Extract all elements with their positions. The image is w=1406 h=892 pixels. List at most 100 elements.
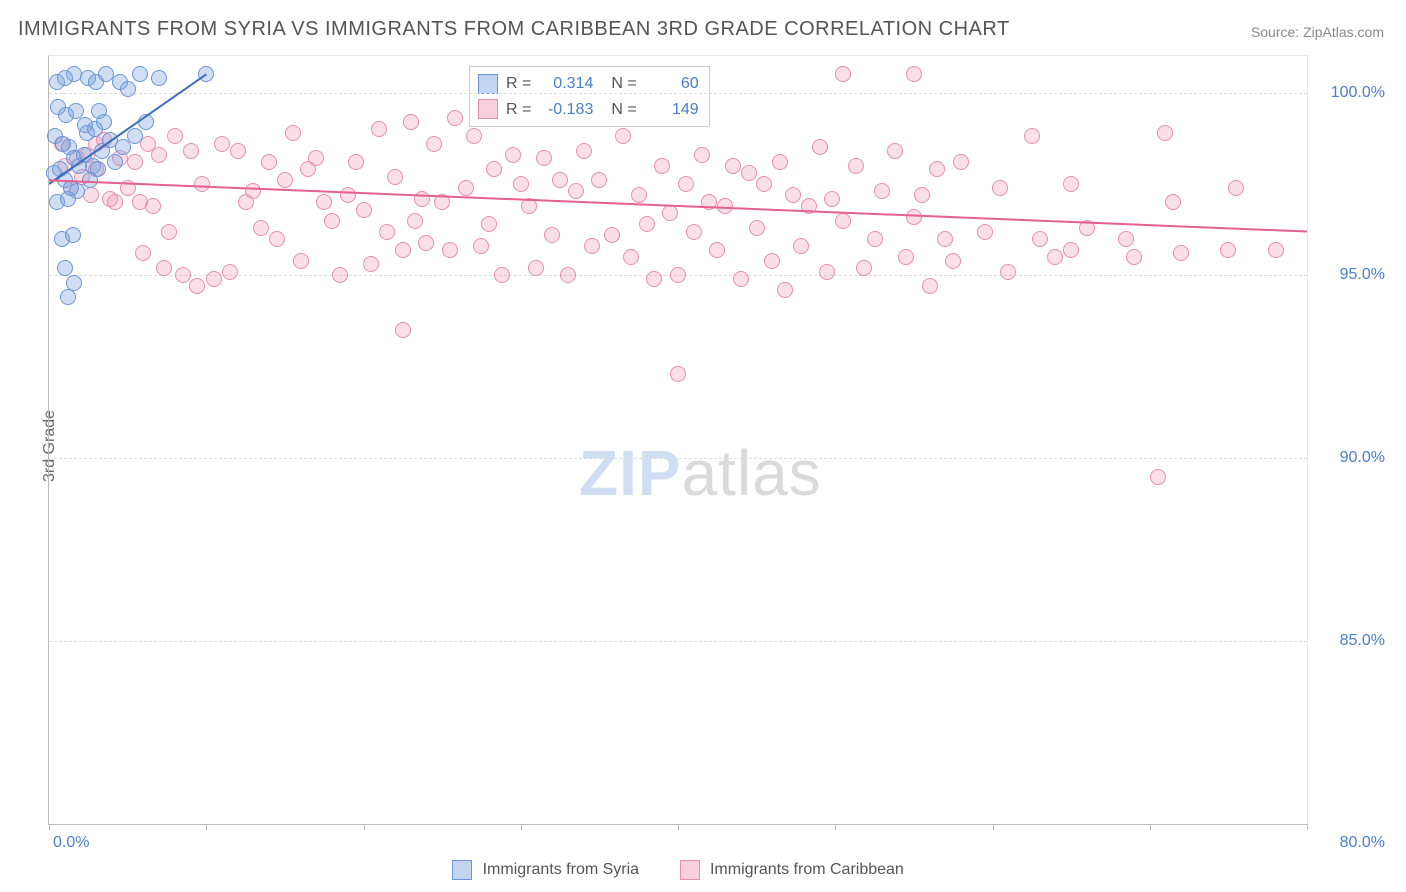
data-point — [340, 187, 356, 203]
data-point — [175, 267, 191, 283]
data-point — [856, 260, 872, 276]
data-point — [793, 238, 809, 254]
data-point — [107, 154, 123, 170]
legend: Immigrants from Syria Immigrants from Ca… — [48, 860, 1308, 880]
data-point — [670, 267, 686, 283]
data-point — [591, 172, 607, 188]
ytick-label: 95.0% — [1315, 266, 1385, 284]
data-point — [316, 194, 332, 210]
data-point — [395, 322, 411, 338]
xtick-mark — [678, 824, 679, 830]
data-point — [741, 165, 757, 181]
data-point — [66, 275, 82, 291]
data-point — [426, 136, 442, 152]
data-point — [83, 187, 99, 203]
data-point — [646, 271, 662, 287]
data-point — [937, 231, 953, 247]
data-point — [230, 143, 246, 159]
data-point — [584, 238, 600, 254]
data-point — [324, 213, 340, 229]
data-point — [156, 260, 172, 276]
data-point — [379, 224, 395, 240]
data-point — [285, 125, 301, 141]
xtick-mark — [521, 824, 522, 830]
data-point — [96, 114, 112, 130]
data-point — [725, 158, 741, 174]
data-point — [887, 143, 903, 159]
data-point — [505, 147, 521, 163]
data-point — [929, 161, 945, 177]
data-point — [60, 191, 76, 207]
data-point — [214, 136, 230, 152]
data-point — [785, 187, 801, 203]
data-point — [906, 66, 922, 82]
data-point — [206, 271, 222, 287]
data-point — [801, 198, 817, 214]
data-point — [245, 183, 261, 199]
data-point — [694, 147, 710, 163]
source-attribution: Source: ZipAtlas.com — [1251, 24, 1384, 40]
data-point — [1165, 194, 1181, 210]
data-point — [992, 180, 1008, 196]
data-point — [115, 139, 131, 155]
data-point — [906, 209, 922, 225]
data-point — [568, 183, 584, 199]
data-point — [560, 267, 576, 283]
data-point — [749, 220, 765, 236]
chart-title: IMMIGRANTS FROM SYRIA VS IMMIGRANTS FROM… — [18, 18, 1010, 41]
data-point — [604, 227, 620, 243]
data-point — [198, 66, 214, 82]
legend-item-caribbean: Immigrants from Caribbean — [680, 861, 904, 878]
data-point — [654, 158, 670, 174]
data-point — [79, 125, 95, 141]
data-point — [1000, 264, 1016, 280]
data-point — [977, 224, 993, 240]
data-point — [277, 172, 293, 188]
data-point — [82, 172, 98, 188]
data-point — [914, 187, 930, 203]
data-point — [107, 194, 123, 210]
swatch-icon — [452, 860, 472, 880]
r-label: R = — [506, 97, 531, 123]
data-point — [777, 282, 793, 298]
data-point — [662, 205, 678, 221]
legend-item-syria: Immigrants from Syria — [452, 861, 643, 878]
data-point — [733, 271, 749, 287]
scatter-plot-area: ZIPatlas R = 0.314 N = 60 R = -0.183 N =… — [48, 55, 1308, 825]
data-point — [127, 128, 143, 144]
legend-label: Immigrants from Caribbean — [710, 861, 904, 878]
data-point — [395, 242, 411, 258]
data-point — [678, 176, 694, 192]
data-point — [253, 220, 269, 236]
data-point — [544, 227, 560, 243]
data-point — [623, 249, 639, 265]
data-point — [552, 172, 568, 188]
data-point — [127, 154, 143, 170]
data-point — [167, 128, 183, 144]
data-point — [363, 256, 379, 272]
data-point — [466, 128, 482, 144]
data-point — [717, 198, 733, 214]
data-point — [65, 227, 81, 243]
data-point — [1079, 220, 1095, 236]
data-point — [151, 147, 167, 163]
data-point — [835, 66, 851, 82]
data-point — [1126, 249, 1142, 265]
data-point — [1173, 245, 1189, 261]
data-point — [756, 176, 772, 192]
data-point — [1228, 180, 1244, 196]
ytick-label: 85.0% — [1315, 632, 1385, 650]
gridline-h — [49, 458, 1307, 459]
n-value: 149 — [645, 97, 699, 123]
data-point — [945, 253, 961, 269]
data-point — [447, 110, 463, 126]
data-point — [120, 81, 136, 97]
watermark: ZIPatlas — [579, 436, 822, 510]
xtick-mark — [364, 824, 365, 830]
xtick-mark — [993, 824, 994, 830]
data-point — [494, 267, 510, 283]
data-point — [387, 169, 403, 185]
data-point — [442, 242, 458, 258]
data-point — [132, 66, 148, 82]
data-point — [824, 191, 840, 207]
